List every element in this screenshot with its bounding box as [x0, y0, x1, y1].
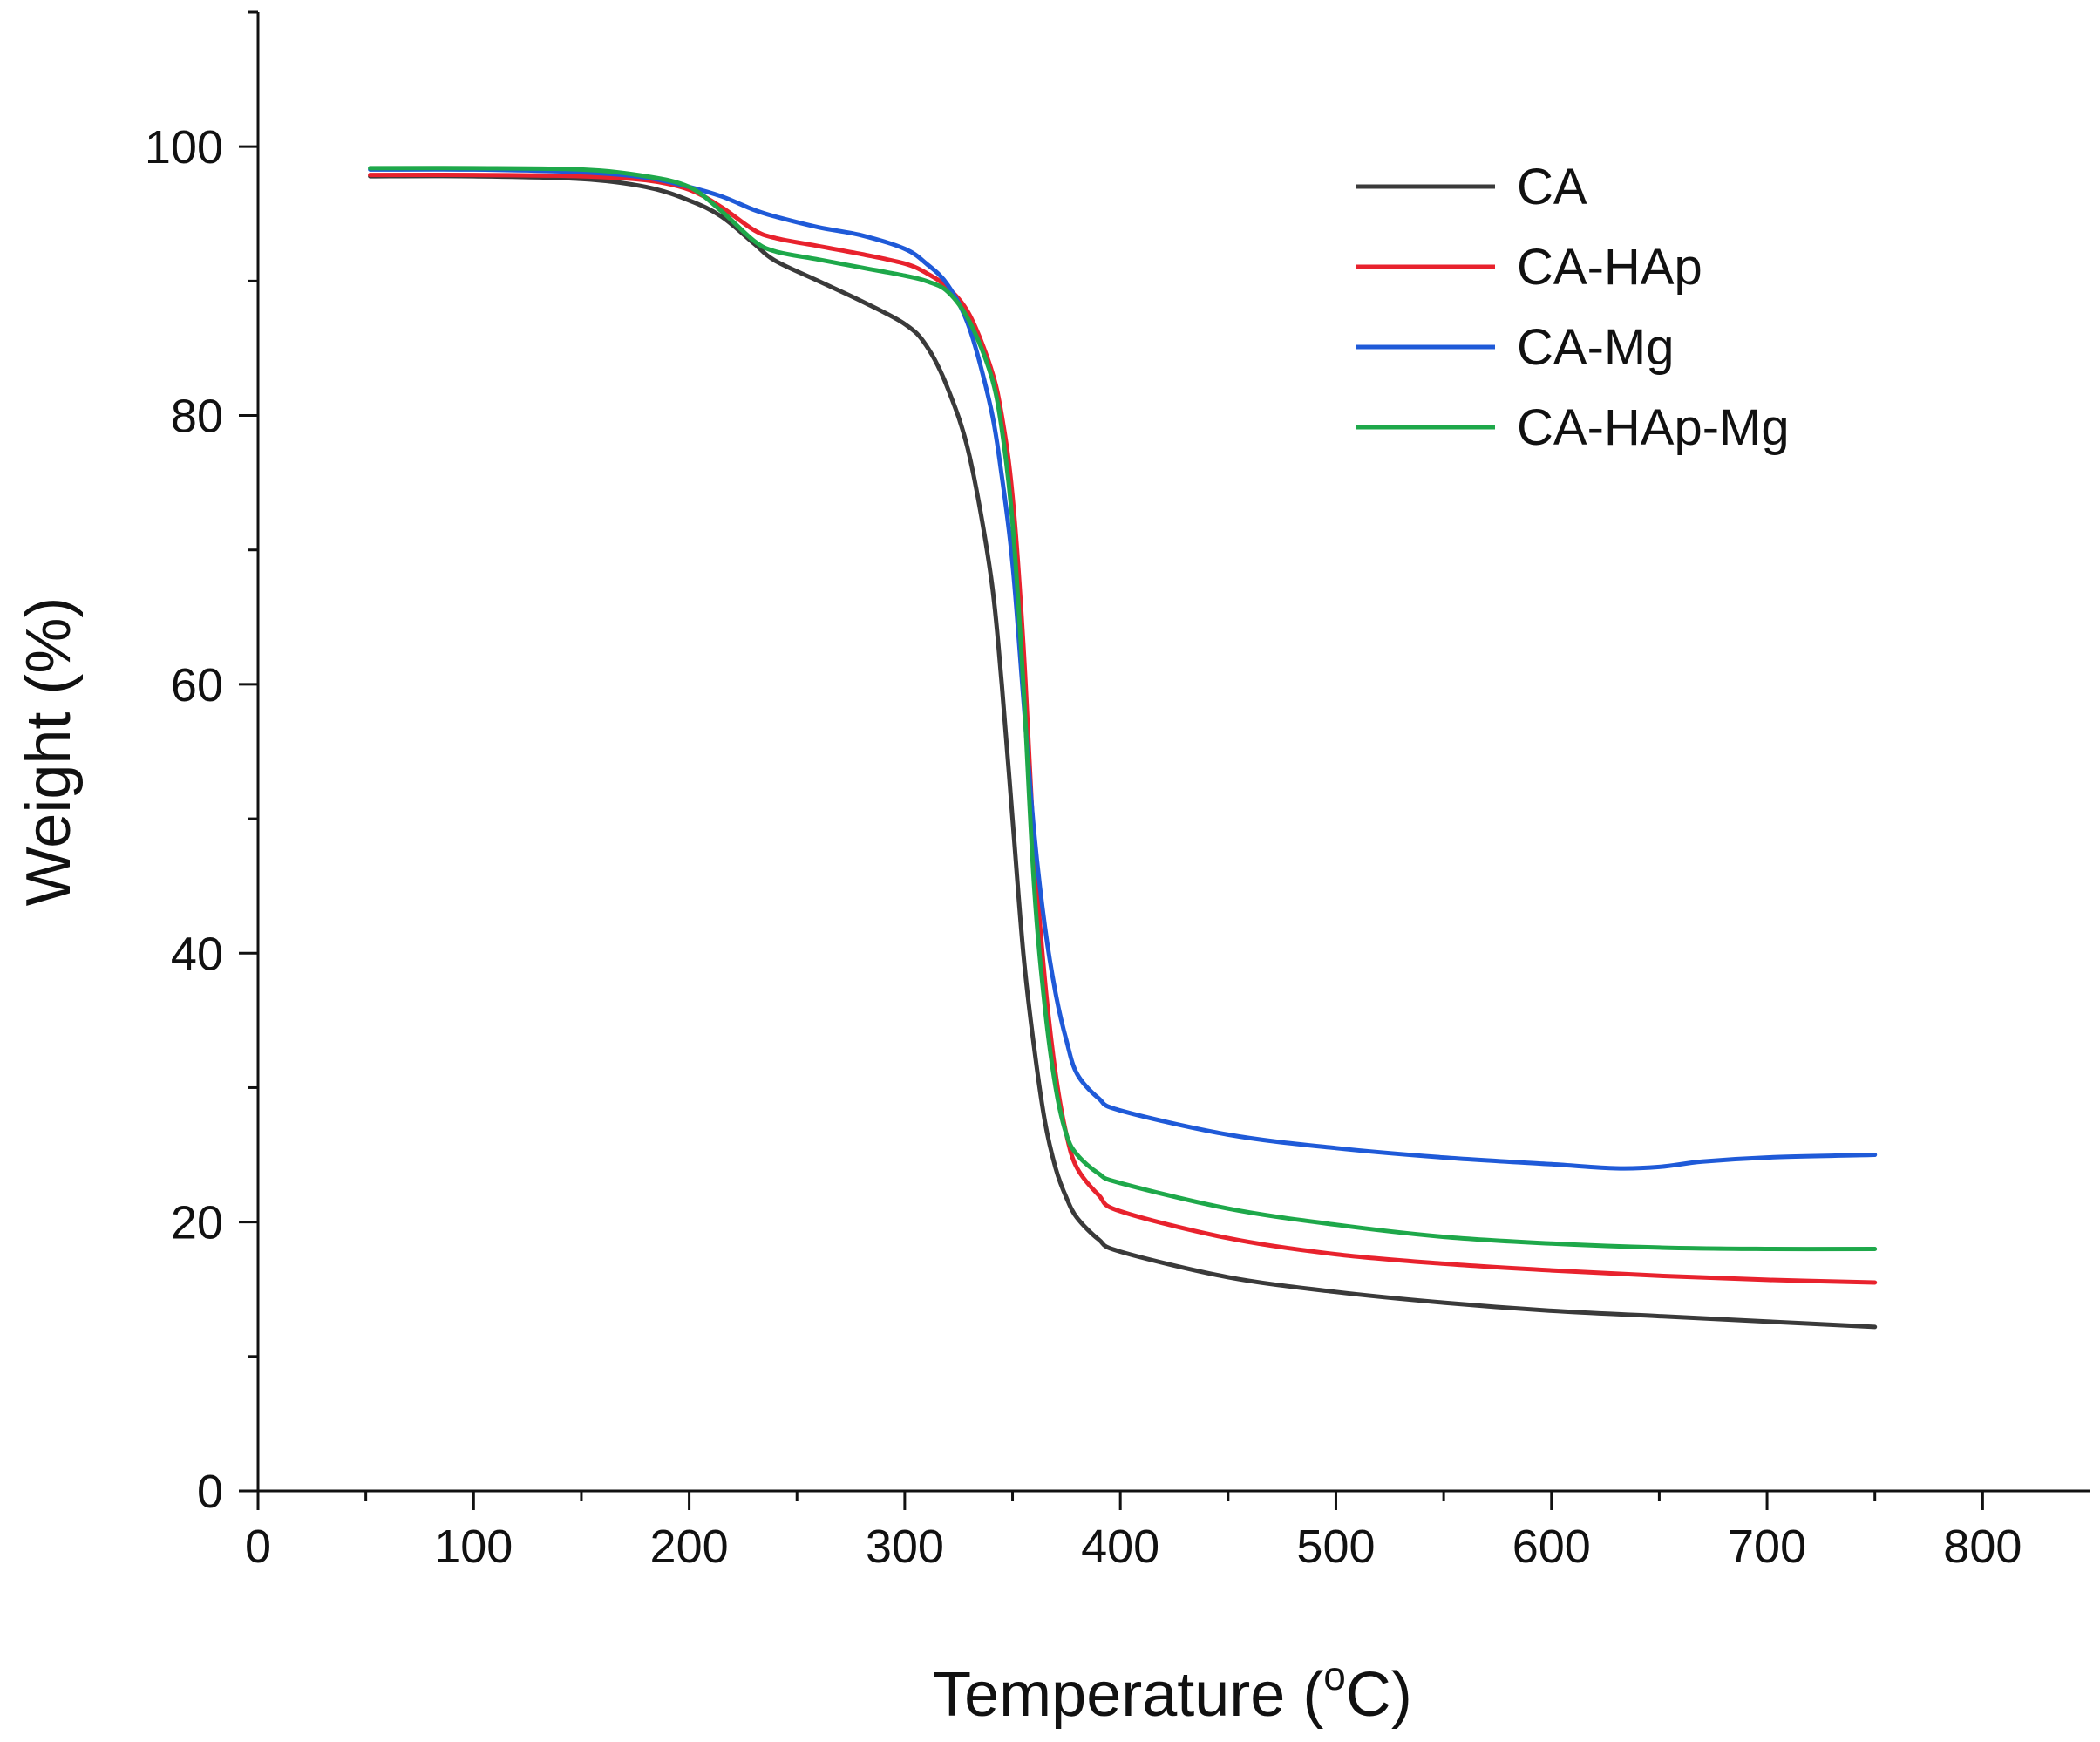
x-tick-label: 400 [1081, 1521, 1159, 1573]
legend-label-ca-hap: CA-HAp [1517, 239, 1702, 296]
y-tick-label: 80 [171, 391, 223, 443]
y-tick-label: 0 [197, 1466, 223, 1518]
series [368, 166, 1878, 1330]
legend-label-ca-hap-mg: CA-HAp-Mg [1517, 399, 1790, 456]
x-tick-label: 100 [434, 1521, 513, 1573]
series-line-ca-hap-mg [368, 166, 1878, 1252]
y-axis-title: Weight (%) [14, 597, 84, 907]
legend-label-ca: CA [1517, 159, 1587, 215]
y-tick-label: 60 [171, 659, 223, 711]
x-tick-label: 200 [650, 1521, 729, 1573]
series-line-ca-hap [368, 172, 1878, 1285]
legend: CA CA-HAp CA-Mg CA-HAp-Mg [1356, 159, 1790, 456]
x-axis-title-superscript: o [1323, 1653, 1346, 1698]
x-tick-label: 600 [1512, 1521, 1591, 1573]
y-tick-label: 100 [145, 121, 223, 174]
x-tick-label: 700 [1728, 1521, 1806, 1573]
x-tick-label: 500 [1296, 1521, 1375, 1573]
axes [256, 12, 2090, 1493]
series-line-ca [368, 174, 1878, 1330]
legend-label-ca-mg: CA-Mg [1517, 319, 1674, 376]
x-axis-title: Temperature (oC) [933, 1653, 1412, 1730]
x-tick-label: 300 [866, 1521, 944, 1573]
y-tick-label: 40 [171, 928, 223, 980]
ticks: 0 100 200 300 400 500 600 700 800 0 20 40 60 80 100 [145, 10, 2022, 1573]
x-tick-label: 0 [245, 1521, 271, 1573]
x-tick-label: 800 [1943, 1521, 2022, 1573]
y-tick-label: 20 [171, 1197, 223, 1249]
